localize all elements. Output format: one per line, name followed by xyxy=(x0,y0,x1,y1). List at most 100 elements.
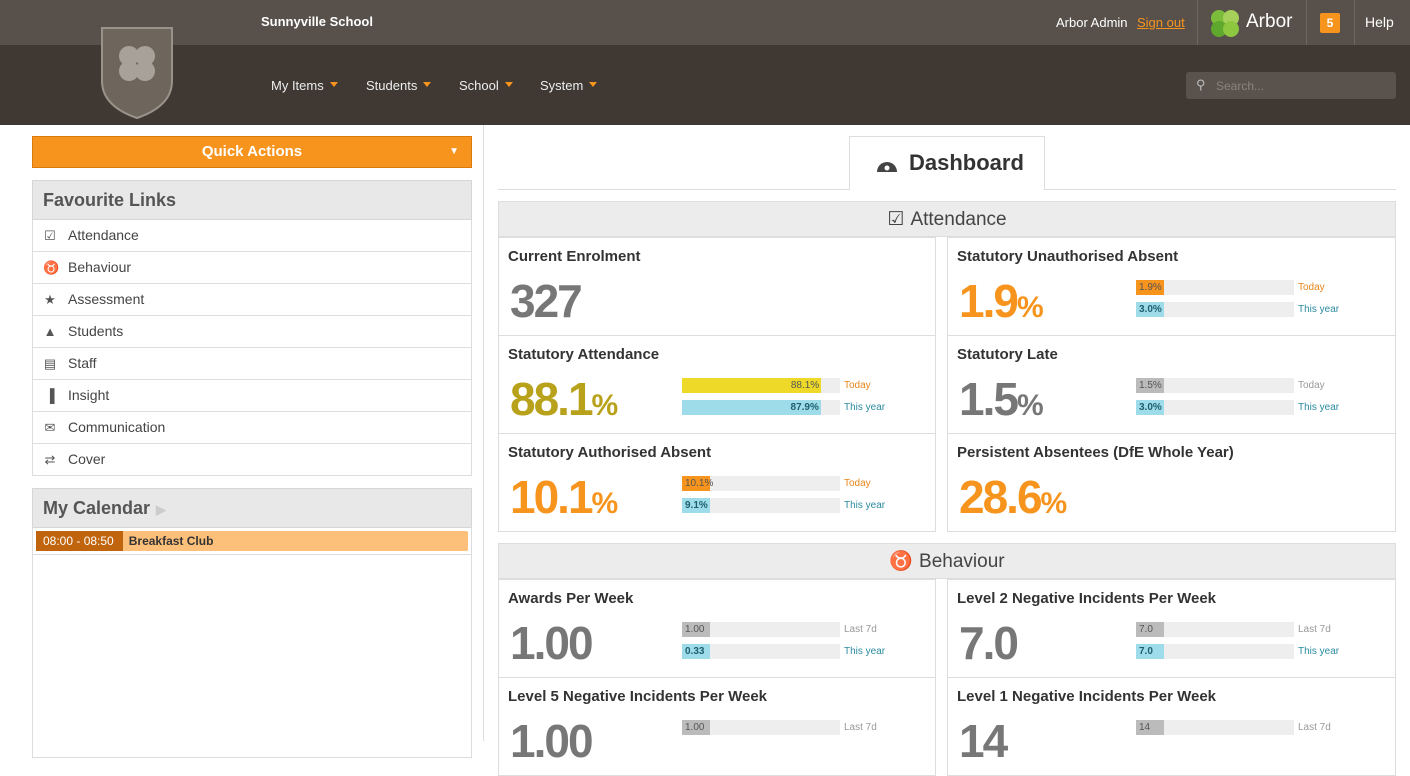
bar-period: Today xyxy=(844,478,871,489)
bar-label: 87.9% xyxy=(790,402,819,413)
value-number: 327 xyxy=(510,275,583,327)
section-title: Behaviour xyxy=(919,551,1005,572)
bar-fill: 3.0% xyxy=(1136,400,1165,415)
bar-label: 3.0% xyxy=(1139,402,1162,413)
school-crest xyxy=(101,27,173,120)
favourites-title: Favourite Links xyxy=(43,190,177,210)
bar-label: 1.5% xyxy=(1139,380,1162,391)
calendar-header: My Calendar ▶ xyxy=(32,488,472,528)
nav-band xyxy=(0,45,1410,125)
link-label: Assessment xyxy=(68,291,145,307)
bar-label: 7.0 xyxy=(1139,624,1153,635)
favourite-link[interactable]: ♉ Behaviour xyxy=(32,252,472,284)
value-number: 1.00 xyxy=(510,617,594,669)
favourite-link[interactable]: ⇄ Cover xyxy=(32,444,472,476)
tab-icon xyxy=(877,162,897,172)
calendar-title: My Calendar xyxy=(43,498,151,518)
card-value: 28.6% xyxy=(959,470,1067,524)
bar-track: 1.9% xyxy=(1136,280,1294,295)
bar-period: Last 7d xyxy=(1298,624,1331,635)
bar-period: Last 7d xyxy=(844,722,877,733)
bar-label: 10.1% xyxy=(685,478,714,489)
quick-actions-label: Quick Actions xyxy=(201,143,303,160)
card-title: Current Enrolment xyxy=(508,248,641,265)
event-time: 08:00 - 08:50 xyxy=(36,531,123,551)
link-icon: ♉ xyxy=(43,260,60,275)
search-box[interactable]: ⚲ Search... xyxy=(1186,72,1396,99)
stat-card: Level 2 Negative Incidents Per Week 7.0 7.… xyxy=(947,579,1396,678)
sign-out[interactable]: Sign out xyxy=(1137,15,1185,30)
divider xyxy=(32,554,472,555)
bar-label: 1.00 xyxy=(685,722,705,733)
bar-track: 14 xyxy=(1136,720,1294,735)
column-divider xyxy=(483,125,484,741)
favourite-link[interactable]: ☑ Attendance xyxy=(32,220,472,252)
bar-label: 7.0 xyxy=(1139,646,1153,657)
card-value: 7.0 xyxy=(959,616,1019,670)
stat-card: Statutory Late 1.5% 1.5% Today 3.0% This year xyxy=(947,335,1396,434)
favourite-link[interactable]: ★ Assessment xyxy=(32,284,472,316)
value-number: 1.9 xyxy=(959,275,1019,327)
link-icon: ⇄ xyxy=(44,452,56,467)
value-number: 1.5 xyxy=(959,373,1019,425)
bar-track: 10.1% xyxy=(682,476,840,491)
link-icon: ▲ xyxy=(43,324,57,339)
nav-item[interactable]: My Items xyxy=(271,78,338,93)
bar-track: 1.5% xyxy=(1136,378,1294,393)
bar-label: 88.1% xyxy=(790,380,820,391)
favourite-link[interactable]: ▤ Staff xyxy=(32,348,472,380)
value-number: 88.1 xyxy=(510,373,594,425)
nav-item[interactable]: System xyxy=(540,78,597,93)
link-icon: ✉ xyxy=(44,420,56,435)
bar-track: 1.00 xyxy=(682,622,840,637)
notification-badge[interactable]: 5 xyxy=(1320,13,1340,33)
value-unit: % xyxy=(591,487,619,520)
favourite-link[interactable]: ▲ Students xyxy=(32,316,472,348)
bar-label: 14 xyxy=(1139,722,1151,733)
card-title: Persistent Absentees (DfE Whole Year) xyxy=(957,444,1234,461)
link-icon: ▤ xyxy=(43,356,57,371)
help-link[interactable]: Help xyxy=(1365,14,1394,30)
divider xyxy=(1306,0,1307,45)
stat-card: Level 5 Negative Incidents Per Week 1.00 1… xyxy=(498,677,936,776)
bar-fill: 0.33 xyxy=(682,644,711,659)
bar-fill: 10.1% xyxy=(682,476,714,491)
favourite-link[interactable]: ▐ Insight xyxy=(32,380,472,412)
search-placeholder: Search... xyxy=(1216,79,1265,93)
link-label: Behaviour xyxy=(68,259,132,275)
nav-item[interactable]: School xyxy=(459,78,513,93)
link-label: Communication xyxy=(68,419,166,435)
user-name: Arbor Admin xyxy=(1056,15,1128,30)
link-icon: ☑ xyxy=(44,228,56,243)
bar-track: 3.0% xyxy=(1136,302,1294,317)
favourites-header: Favourite Links xyxy=(32,180,472,220)
card-value: 327 xyxy=(510,274,583,328)
bar-period: This year xyxy=(844,500,886,511)
bar-period: This year xyxy=(1298,646,1340,657)
calendar-event[interactable]: 08:00 - 08:50 Breakfast Club xyxy=(36,531,468,551)
section-icon: ♉ xyxy=(889,551,914,572)
bar-track: 88.1% xyxy=(682,378,840,393)
school-name: Sunnyville School xyxy=(261,14,373,29)
value-number: 14 xyxy=(959,715,1008,767)
link-label: Cover xyxy=(68,451,106,467)
card-value: 1.00 xyxy=(510,616,594,670)
brand-name[interactable]: Arbor xyxy=(1246,11,1293,32)
bar-label: 3.0% xyxy=(1139,304,1162,315)
bar-fill: 7.0 xyxy=(1136,644,1165,659)
divider xyxy=(1197,0,1198,45)
nav-item[interactable]: Students xyxy=(366,78,431,93)
favourite-link[interactable]: ✉ Communication xyxy=(32,412,472,444)
value-unit: % xyxy=(1016,389,1044,422)
stat-card: Awards Per Week 1.00 1.00 Last 7d 0.33 This y… xyxy=(498,579,936,678)
bar-fill: 88.1% xyxy=(682,378,822,393)
dashboard-tab[interactable]: Dashboard xyxy=(849,136,1045,190)
card-value: 1.9% xyxy=(959,274,1044,328)
bar-track: 7.0 xyxy=(1136,622,1294,637)
value-number: 1.00 xyxy=(510,715,594,767)
bar-fill: 1.5% xyxy=(1136,378,1165,393)
quick-actions[interactable]: Quick Actions ▼ xyxy=(32,136,472,168)
bar-period: Today xyxy=(1298,380,1325,391)
card-value: 14 xyxy=(959,714,1008,768)
value-unit: % xyxy=(1016,291,1044,324)
